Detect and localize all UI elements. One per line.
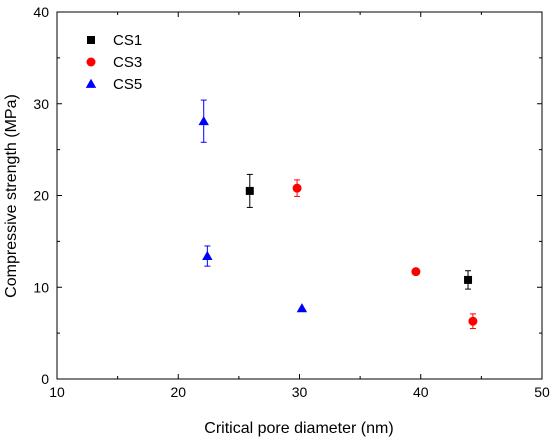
legend-label-cs5: CS5 <box>113 76 142 93</box>
series-cs1 <box>245 173 473 290</box>
data-point <box>411 267 421 277</box>
legend-marker-cs1 <box>87 36 95 44</box>
y-axis-title: Compressive strength (MPa) <box>3 94 20 298</box>
y-tick-label: 30 <box>33 96 49 112</box>
series-cs5 <box>198 99 308 313</box>
data-point <box>464 275 473 284</box>
x-tick-label: 20 <box>170 384 186 400</box>
legend-marker-cs3 <box>86 57 96 67</box>
y-tick-label: 0 <box>41 371 49 387</box>
y-tick-label: 40 <box>33 4 49 20</box>
x-tick-label: 30 <box>292 384 308 400</box>
y-tick-label: 10 <box>33 279 49 295</box>
data-point <box>245 186 254 195</box>
legend: CS1 CS3 CS5 <box>85 32 142 93</box>
data-point <box>198 115 209 126</box>
x-tick-label: 50 <box>534 384 550 400</box>
x-tick-label: 10 <box>49 384 65 400</box>
data-point <box>202 250 213 260</box>
x-tick-label: 40 <box>413 384 429 400</box>
series-cs3 <box>292 179 478 330</box>
y-tick-label: 20 <box>33 188 49 204</box>
x-axis-title: Critical pore diameter (nm) <box>204 420 393 437</box>
data-point <box>468 316 478 326</box>
data-point <box>296 303 308 313</box>
legend-marker-cs5 <box>85 78 97 88</box>
legend-label-cs3: CS3 <box>113 54 142 71</box>
data-points <box>198 99 478 330</box>
legend-label-cs1: CS1 <box>113 32 142 49</box>
data-point <box>292 183 302 193</box>
